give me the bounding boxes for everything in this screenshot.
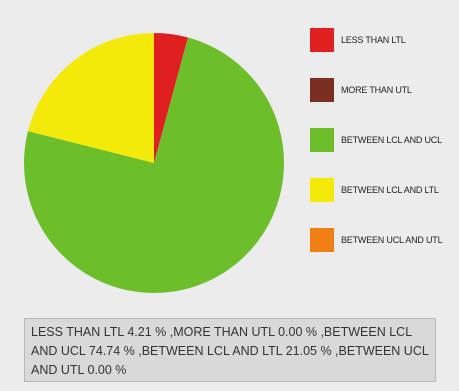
legend-item-between-ucl-and-utl: BETWEEN UCL AND UTL — [310, 228, 459, 278]
legend-label: LESS THAN LTL — [341, 35, 406, 45]
summary-text: LESS THAN LTL 4.21 % ,MORE THAN UTL 0.00… — [31, 325, 429, 377]
summary-box: LESS THAN LTL 4.21 % ,MORE THAN UTL 0.00… — [24, 318, 436, 382]
legend-swatch — [310, 28, 334, 52]
legend-swatch — [310, 128, 334, 152]
legend-item-between-lcl-and-ltl: BETWEEN LCL AND LTL — [310, 178, 459, 228]
legend-swatch — [310, 78, 334, 102]
chart-legend: LESS THAN LTL MORE THAN UTL BETWEEN LCL … — [310, 28, 459, 278]
legend-label: BETWEEN LCL AND UCL — [341, 135, 442, 145]
pie-slice-less-than-ltl — [154, 33, 188, 163]
pie-slice-between-lcl-and-ucl — [23, 37, 284, 294]
pie-slice-between-lcl-and-ltl — [27, 33, 154, 163]
legend-item-between-lcl-and-ucl: BETWEEN LCL AND UCL — [310, 128, 459, 178]
pie-chart — [23, 33, 284, 294]
legend-swatch — [310, 228, 334, 252]
chart-panel: LESS THAN LTL MORE THAN UTL BETWEEN LCL … — [6, 6, 453, 308]
legend-item-more-than-utl: MORE THAN UTL — [310, 78, 459, 128]
legend-item-less-than-ltl: LESS THAN LTL — [310, 28, 459, 78]
legend-label: BETWEEN LCL AND LTL — [341, 185, 439, 195]
legend-label: BETWEEN UCL AND UTL — [341, 235, 443, 245]
legend-label: MORE THAN UTL — [341, 85, 412, 95]
legend-swatch — [310, 178, 334, 202]
